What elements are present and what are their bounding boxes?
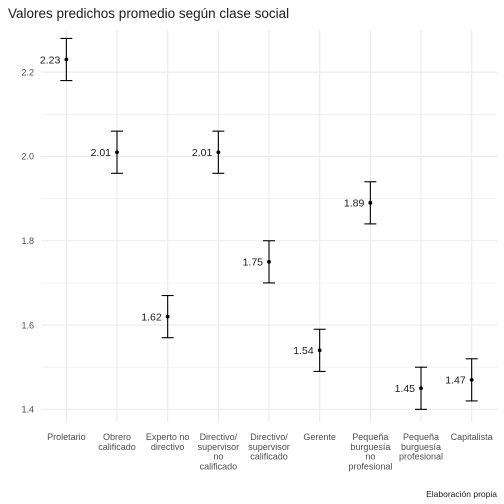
caption: Elaboración propia (426, 489, 497, 499)
data-label: 1.45 (395, 383, 416, 395)
x-tick-label: Pequeña burguesía profesional (399, 432, 443, 462)
data-point (317, 348, 322, 353)
data-point (64, 57, 69, 62)
x-tick-label: Directivo/supervisor no calificado (198, 432, 240, 471)
data-label: 2.01 (192, 147, 213, 159)
x-tick-label: Directivo/supervisor calificado (248, 432, 290, 462)
data-point (368, 200, 373, 205)
data-point (165, 314, 170, 319)
x-tick-label: Experto no directivo (146, 432, 190, 452)
y-tick-label: 2.0 (21, 152, 34, 162)
y-tick-label: 2.2 (21, 67, 34, 77)
data-label: 1.89 (344, 198, 365, 210)
y-tick-label: 1.8 (21, 236, 34, 246)
data-point (469, 377, 474, 382)
x-tick-label: Capitalista (451, 432, 493, 442)
data-label: 1.75 (243, 257, 264, 269)
y-tick-label: 1.6 (21, 320, 34, 330)
x-tick-label: Gerente (303, 432, 336, 442)
data-label: 1.47 (445, 375, 466, 387)
x-axis: Proletario Obrero calificado Experto no dire… (47, 432, 493, 471)
data-point (216, 150, 221, 155)
y-axis: 1.4 1.6 1.8 2.0 2.2 (21, 67, 34, 414)
data-label: 2.01 (91, 147, 112, 159)
chart-title: Valores predichos promedio según clase s… (8, 6, 289, 21)
grid (41, 30, 497, 422)
x-tick-label: Pequeña burguesía no profesional (348, 432, 392, 471)
data-point (115, 150, 119, 155)
data-point (419, 386, 423, 391)
data-label: 1.54 (293, 345, 314, 357)
data-label: 2.23 (40, 54, 61, 66)
data-marks: 2.23 2.01 1.62 2.01 1.75 1.54 1.89 1.45 1.47 (40, 37, 478, 410)
data-label: 1.62 (141, 311, 162, 323)
x-tick-label: Proletario (47, 432, 86, 442)
y-tick-label: 1.4 (21, 405, 34, 415)
x-tick-label: Obrero calificado (98, 432, 136, 452)
data-point (267, 259, 271, 264)
